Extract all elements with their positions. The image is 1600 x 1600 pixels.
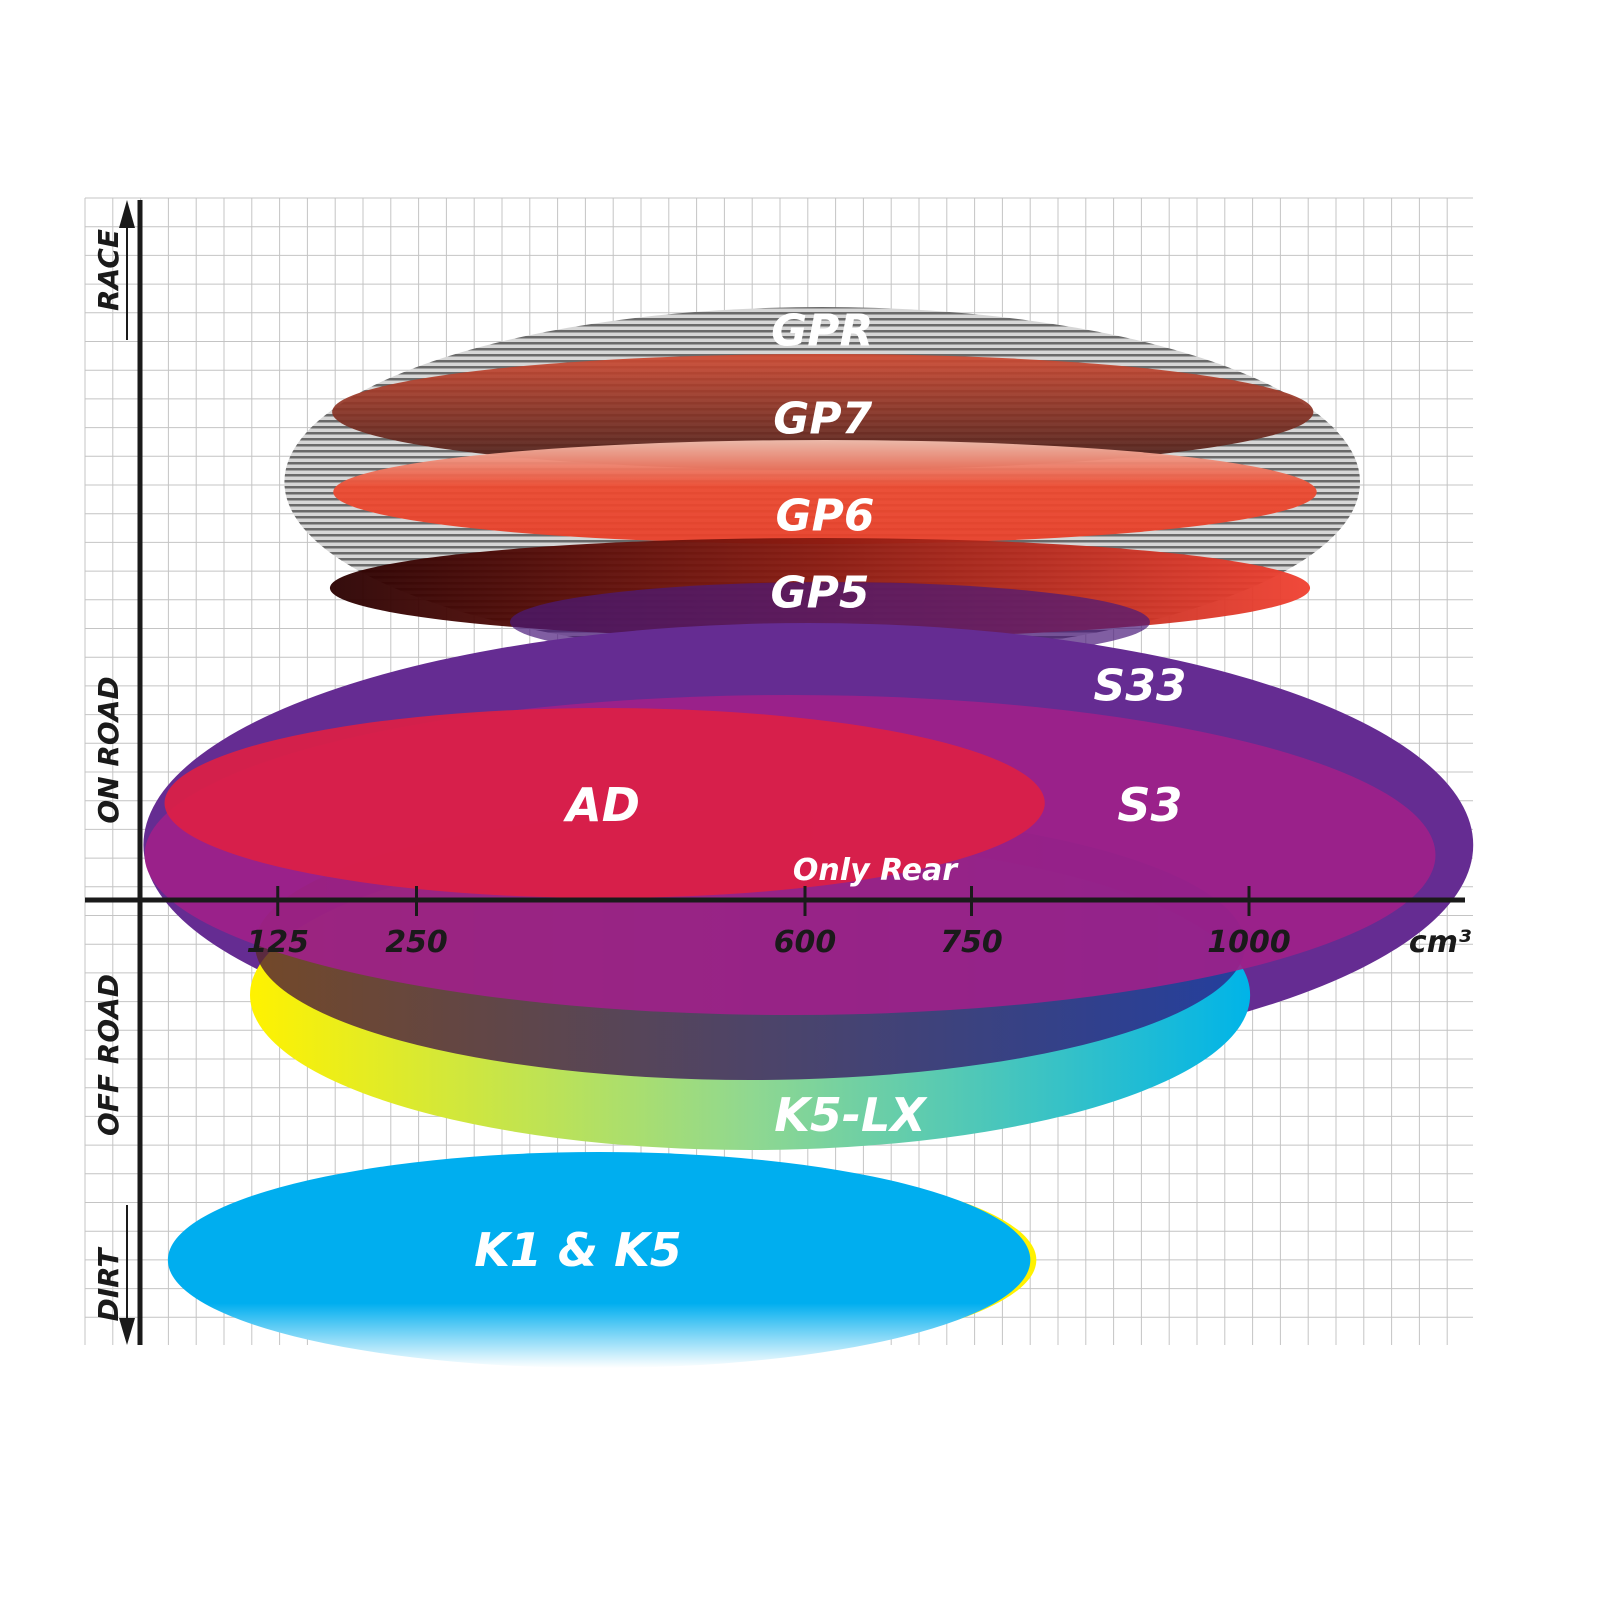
series-label-gp5: GP5 bbox=[770, 567, 869, 618]
x-tick-label: 250 bbox=[385, 925, 448, 960]
series-label-s3: S3 bbox=[1117, 778, 1182, 832]
annotation-only-rear: Only Rear bbox=[793, 853, 959, 888]
x-tick-label: 600 bbox=[774, 925, 837, 960]
ellipse-gp6 bbox=[333, 440, 1317, 544]
x-tick-label: 1000 bbox=[1207, 925, 1291, 960]
y-label-race: RACE bbox=[92, 229, 125, 311]
race-arrow-icon bbox=[119, 200, 135, 228]
dirt-arrow-icon bbox=[119, 1318, 135, 1345]
y-label-dirt: DIRT bbox=[92, 1247, 125, 1322]
x-axis-label: cm³ bbox=[1409, 925, 1471, 960]
series-label-gp7: GP7 bbox=[773, 393, 872, 444]
x-tick-label: 750 bbox=[940, 925, 1003, 960]
series-label-k1-k5: K1 & K5 bbox=[474, 1223, 681, 1277]
ellipse-gp7 bbox=[332, 354, 1314, 470]
series-label-s33: S33 bbox=[1094, 660, 1187, 711]
y-label-off-road: OFF ROAD bbox=[92, 974, 125, 1136]
y-label-on-road: ON ROAD bbox=[92, 676, 125, 823]
ellipse-k1-k5 bbox=[167, 1152, 1031, 1368]
series-label-gpr: GPR bbox=[771, 305, 873, 356]
ellipse-ad bbox=[164, 708, 1045, 898]
series-label-ad: AD bbox=[563, 778, 640, 832]
series-label-gp6: GP6 bbox=[775, 490, 874, 541]
x-tick-label: 125 bbox=[246, 925, 309, 960]
series-label-k5-lx: K5-LX bbox=[774, 1088, 928, 1142]
